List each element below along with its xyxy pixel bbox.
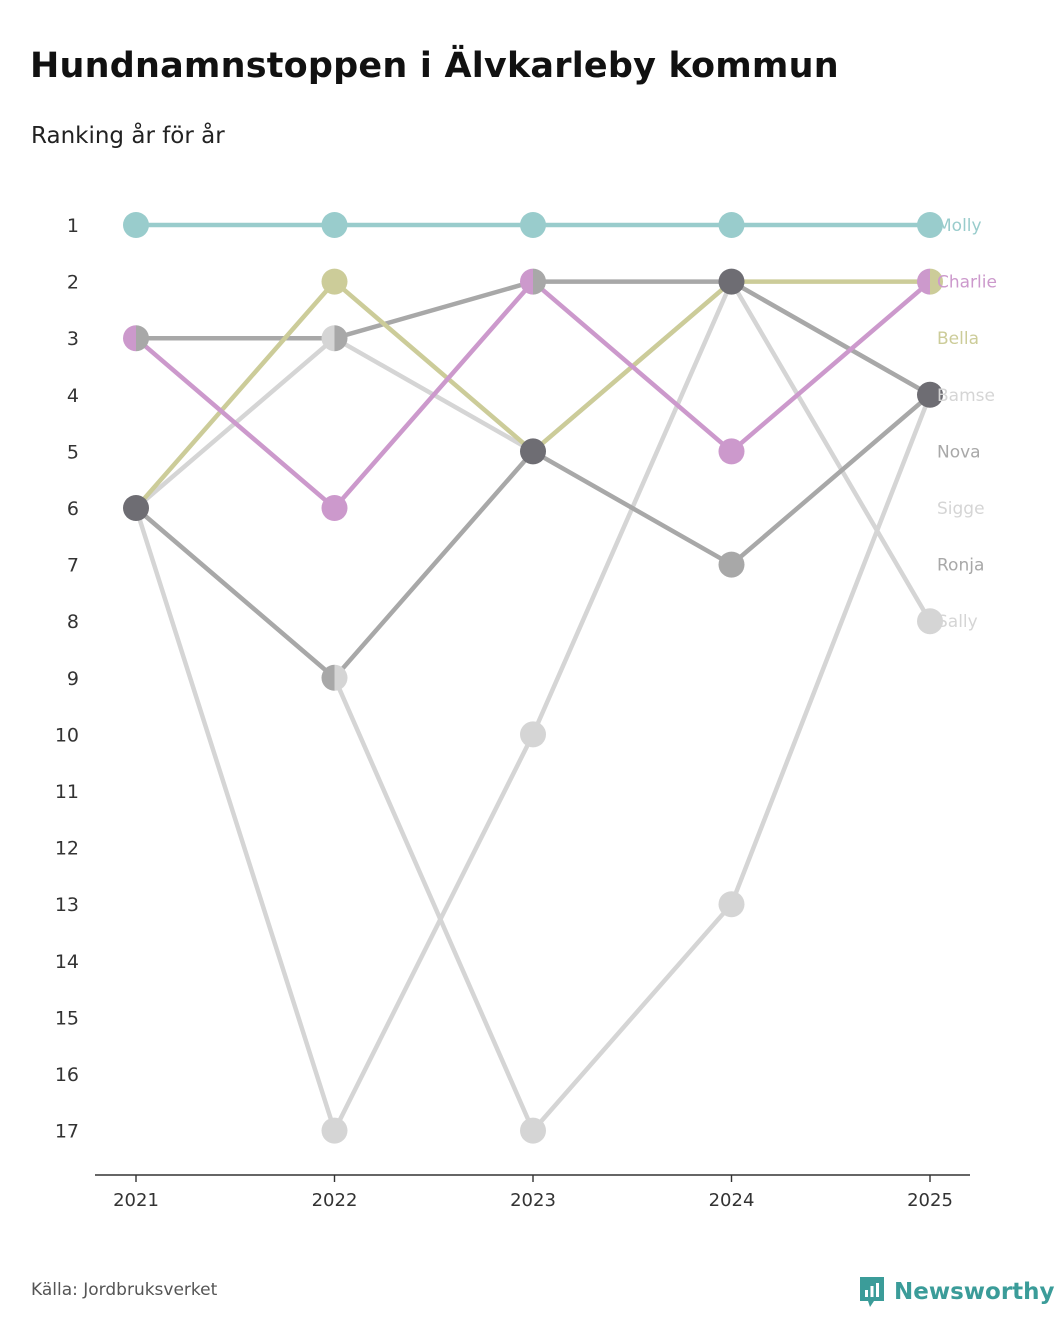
data-point-ronja [136, 325, 150, 352]
y-tick-label: 9 [67, 668, 79, 690]
series-line-sally [133, 392, 933, 1133]
data-point-charlie [917, 268, 930, 295]
series-line-ronja [133, 279, 933, 398]
legend-label-bella: Bella [937, 329, 979, 349]
data-point-ronja [533, 268, 546, 295]
x-tick-label: 2021 [113, 1190, 159, 1211]
y-tick-label: 6 [67, 498, 79, 520]
data-point-bamse [321, 325, 335, 352]
data-point [520, 438, 546, 465]
legend-label-ronja: Ronja [937, 556, 984, 576]
data-point-sally [520, 1117, 546, 1144]
y-tick-label: 11 [55, 781, 79, 803]
data-point-bella [321, 268, 348, 295]
data-point-bamse [917, 608, 943, 635]
brand-name: Newsworthy [894, 1279, 1055, 1305]
series-line-bella [133, 279, 933, 511]
y-tick-label: 7 [67, 555, 79, 577]
y-tick-label: 14 [55, 951, 79, 973]
data-point [718, 268, 745, 295]
y-tick-label: 13 [55, 894, 79, 916]
legend-label-sigge: Sigge [937, 499, 985, 519]
y-tick-label: 1 [67, 215, 79, 237]
legend-label-charlie: Charlie [937, 273, 997, 293]
data-point [917, 381, 943, 408]
y-tick-label: 15 [55, 1007, 79, 1029]
data-point-molly [520, 212, 546, 238]
data-point-molly [917, 212, 943, 238]
data-point-ronja [334, 325, 348, 352]
data-point-sally [334, 664, 348, 691]
y-tick-label: 12 [55, 838, 79, 860]
data-point-bella [930, 268, 944, 295]
y-tick-label: 3 [67, 328, 79, 350]
data-point-charlie [321, 495, 348, 521]
data-point-nova [321, 664, 335, 691]
x-tick-label: 2025 [907, 1190, 953, 1211]
x-tick-label: 2023 [510, 1190, 556, 1211]
y-tick-label: 5 [67, 441, 79, 463]
data-point-charlie [718, 438, 745, 465]
chart-subtitle: Ranking år för år [31, 123, 225, 149]
legend-label-nova: Nova [937, 442, 981, 462]
data-point-molly [123, 212, 149, 238]
y-tick-label: 16 [55, 1064, 79, 1086]
y-tick-label: 8 [67, 611, 79, 633]
data-point-sigge [321, 1117, 348, 1144]
source-note: Källa: Jordbruksverket [31, 1280, 218, 1300]
data-point-nova [718, 551, 745, 578]
data-point-charlie [520, 268, 533, 295]
y-tick-label: 17 [55, 1121, 79, 1143]
chart-title: Hundnamnstoppen i Älvkarleby kommun [30, 46, 839, 86]
y-tick-label: 4 [67, 385, 79, 407]
data-point-sigge [520, 721, 546, 748]
series-line-charlie [133, 279, 933, 511]
data-point-sally [718, 891, 745, 918]
newsworthy-icon [860, 1277, 884, 1307]
data-point-molly [718, 212, 745, 238]
x-tick-label: 2022 [312, 1190, 358, 1211]
x-tick-label: 2024 [709, 1190, 755, 1211]
data-point [123, 495, 149, 521]
legend-label-sally: Sally [937, 612, 978, 632]
legend-label-molly: Molly [937, 216, 982, 236]
legend-label-bamse: Bamse [937, 386, 995, 406]
data-point-charlie [123, 325, 136, 352]
y-tick-label: 10 [55, 724, 79, 746]
newsworthy-logo[interactable]: Newsworthy [858, 1274, 1055, 1310]
y-tick-label: 2 [67, 272, 79, 294]
data-point-molly [321, 212, 348, 238]
